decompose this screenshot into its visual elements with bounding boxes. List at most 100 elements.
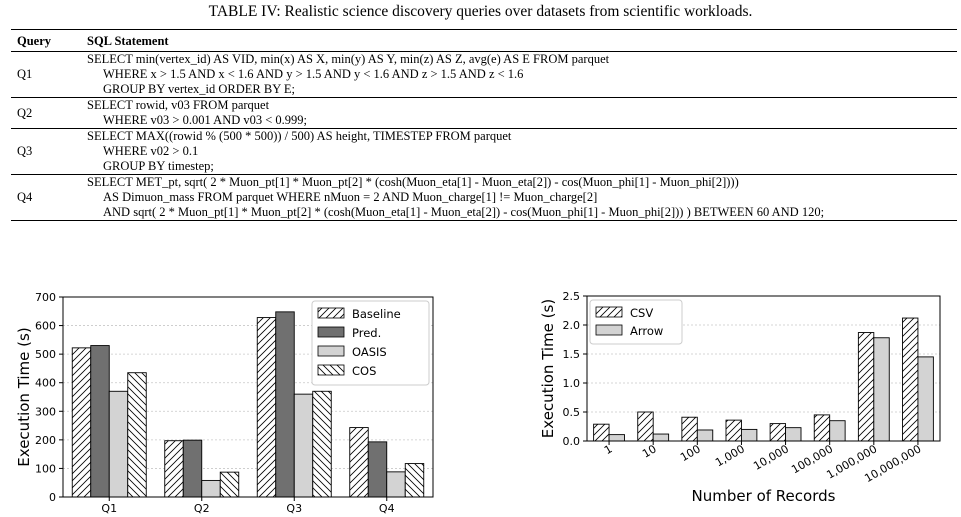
bar-csv-1-000-000 <box>857 332 875 442</box>
sql-line: AS Dimuon_mass FROM parquet WHERE nMuon … <box>103 190 598 204</box>
bar-pred-q2 <box>182 439 203 498</box>
bar-csv-10 <box>637 411 654 442</box>
sql-line: SELECT MET_pt, sqrt( 2 * Muon_pt[1] * Mu… <box>87 175 739 189</box>
bar-arrow-100 <box>696 429 714 442</box>
bar-oasis-q1 <box>108 390 129 498</box>
y-tick-label: 2.5 <box>563 290 581 303</box>
bar-baseline-q2 <box>164 440 184 498</box>
bar-csv-1 <box>593 423 610 442</box>
sql-line: GROUP BY vertex_id ORDER BY E; <box>103 82 296 96</box>
legend-label-arrow: Arrow <box>630 324 663 338</box>
legend-swatch-csv <box>595 306 623 318</box>
sql-line: SELECT MAX((rowid % (500 * 500)) / 500) … <box>87 129 512 143</box>
sql-query-table: Query SQL Statement Q1 SELECT min(vertex… <box>11 29 957 221</box>
legend-swatch-pred <box>317 326 345 338</box>
y-tick-label: 300 <box>35 405 56 418</box>
table-row: Q4 SELECT MET_pt, sqrt( 2 * Muon_pt[1] *… <box>11 174 957 221</box>
table-row: Q2 SELECT rowid, v03 FROM parquet WHERE … <box>11 97 957 129</box>
bar-cos-q2 <box>219 471 240 498</box>
x-tick-label: Q4 <box>379 502 395 515</box>
bar-pred-q3 <box>275 311 295 498</box>
y-tick-label: 2.0 <box>563 319 581 332</box>
sql-line: GROUP BY timestep; <box>103 159 214 173</box>
y-tick-label: 400 <box>35 377 56 390</box>
bar-csv-100 <box>681 416 698 442</box>
bar-oasis-q2 <box>201 479 221 498</box>
y-tick-label: 0 <box>49 491 56 504</box>
bar-oasis-q4 <box>386 471 406 498</box>
x-tick-label: 1,000 <box>713 442 747 469</box>
legend-swatch-cos <box>317 364 345 376</box>
x-tick-label: Q1 <box>101 502 117 515</box>
bar-arrow-10-000 <box>785 427 802 442</box>
bar-baseline-q1 <box>71 347 92 498</box>
bar-arrow-1 <box>608 434 625 442</box>
y-axis-label: Execution Time (s) <box>539 299 557 438</box>
legend-label-csv: CSV <box>630 306 653 320</box>
bar-csv-1-000 <box>725 419 742 442</box>
legend-swatch-arrow <box>595 324 623 336</box>
bar-oasis-q3 <box>293 393 314 498</box>
y-tick-label: 100 <box>35 462 56 475</box>
bar-csv-10-000-000 <box>902 317 919 442</box>
sql-line: AND sqrt( 2 * Muon_pt[1] * Muon_pt[2] * … <box>103 205 825 219</box>
execution-time-by-records-chart: 0.00.51.01.52.02.51 10 100 1,000 10,000100,0… <box>539 290 941 505</box>
table-row: Q1 SELECT min(vertex_id) AS VID, min(x) … <box>11 51 957 98</box>
legend-swatch-oasis <box>317 345 345 357</box>
x-tick-label: 10 <box>640 442 659 460</box>
y-axis-label: Execution Time (s) <box>15 327 33 466</box>
query-column-header: Query <box>11 29 87 52</box>
legend-box <box>311 300 430 386</box>
bar-cos-q4 <box>404 463 425 498</box>
y-tick-label: 600 <box>35 320 56 333</box>
x-tick-label: 1 <box>602 442 615 457</box>
x-tick-label: 100 <box>678 442 703 464</box>
y-tick-label: 500 <box>35 348 56 361</box>
legend-label-baseline: Baseline <box>352 307 401 321</box>
bar-arrow-10 <box>652 433 670 442</box>
legend-swatch-baseline <box>317 307 345 319</box>
y-tick-label: 200 <box>35 434 56 447</box>
sql-line: SELECT rowid, v03 FROM parquet <box>87 98 270 112</box>
bar-arrow-1-000 <box>740 428 758 442</box>
sql-statement: SELECT min(vertex_id) AS VID, min(x) AS … <box>87 51 957 98</box>
sql-statement: SELECT rowid, v03 FROM parquet WHERE v03… <box>87 97 957 129</box>
sql-line: WHERE v03 > 0.001 AND v03 < 0.999; <box>103 113 308 127</box>
sql-column-header: SQL Statement <box>87 29 957 52</box>
plot-frame <box>586 295 941 442</box>
sql-line: SELECT min(vertex_id) AS VID, min(x) AS … <box>87 52 610 66</box>
legend-label-pred: Pred. <box>352 326 381 340</box>
y-tick-label: 0.0 <box>563 435 581 448</box>
bar-csv-100-000 <box>813 414 831 442</box>
table-caption: TABLE IV: Realistic science discovery qu… <box>208 3 753 20</box>
x-tick-label: 10,000 <box>751 442 791 473</box>
bar-csv-10-000 <box>769 423 787 442</box>
execution-time-by-query-chart: 0 100 200 300 400 500 600 700 Q1 Q2 Q3 Q4 Execution … <box>15 291 434 515</box>
bar-cos-q1 <box>127 372 147 498</box>
legend-label-oasis: OASIS <box>352 345 387 359</box>
query-id: Q2 <box>11 97 87 129</box>
bar-arrow-100-000 <box>829 420 846 442</box>
query-id: Q1 <box>11 51 87 98</box>
table-row: Q3 SELECT MAX((rowid % (500 * 500)) / 50… <box>11 128 957 175</box>
x-tick-label: Q3 <box>286 502 302 515</box>
bar-pred-q1 <box>90 345 110 498</box>
x-tick-label: Q2 <box>194 502 210 515</box>
query-id: Q3 <box>11 128 87 175</box>
y-tick-label: 1.5 <box>563 348 581 361</box>
bar-baseline-q4 <box>349 427 369 498</box>
sql-statement: SELECT MAX((rowid % (500 * 500)) / 500) … <box>87 128 957 175</box>
sql-line: WHERE v02 > 0.1 <box>103 144 199 158</box>
bar-arrow-10-000-000 <box>917 356 934 442</box>
sql-statement: SELECT MET_pt, sqrt( 2 * Muon_pt[1] * Mu… <box>87 174 957 221</box>
x-axis-label: Number of Records <box>692 487 836 505</box>
legend-label-cos: COS <box>352 364 376 378</box>
sql-line: WHERE x > 1.5 AND x < 1.6 AND y > 1.5 AN… <box>103 67 524 81</box>
y-tick-label: 1.0 <box>563 377 581 390</box>
y-tick-label: 700 <box>35 291 56 304</box>
plot-frame <box>62 296 434 498</box>
bar-arrow-1-000-000 <box>873 337 890 442</box>
bar-pred-q4 <box>367 441 388 498</box>
bar-baseline-q3 <box>256 317 277 498</box>
